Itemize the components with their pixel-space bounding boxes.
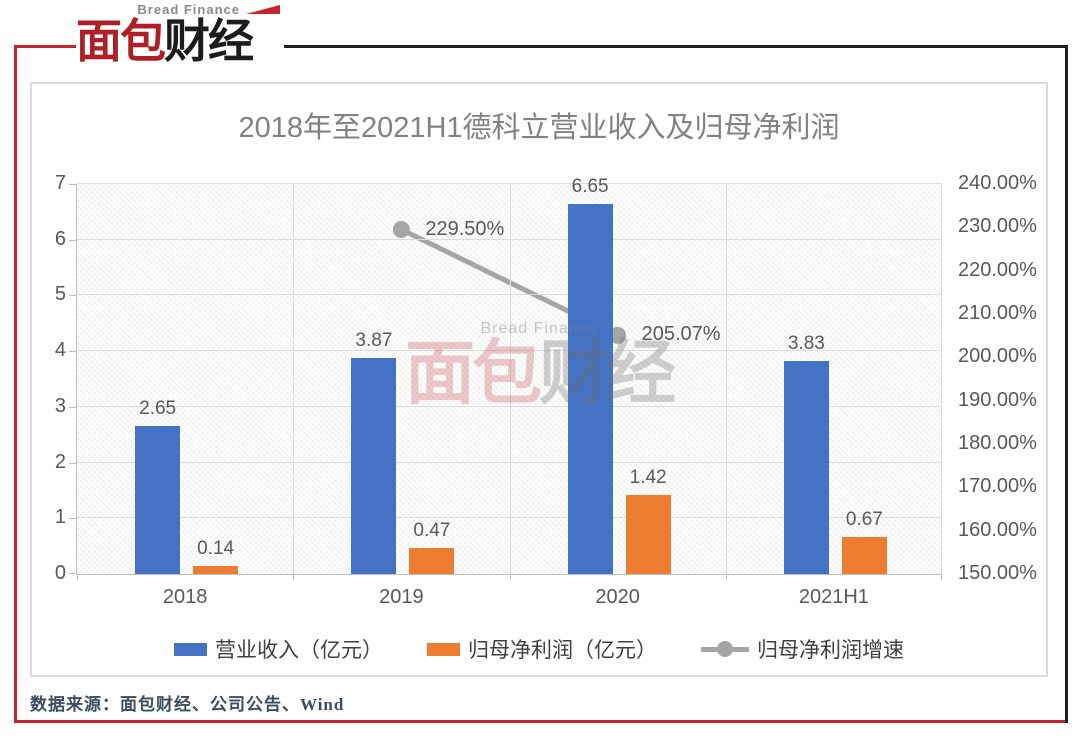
y-axis-tick bbox=[69, 184, 76, 185]
brand-logo: Bread Finance 面包财经 bbox=[76, 2, 288, 82]
left-axis-tick-label: 0 bbox=[54, 562, 66, 584]
profit-bar bbox=[841, 536, 887, 574]
growth-point-label: 205.07% bbox=[641, 323, 721, 346]
revenue-bar bbox=[351, 358, 397, 574]
left-axis-tick-label: 6 bbox=[54, 227, 66, 250]
revenue-value-label: 2.65 bbox=[139, 398, 177, 420]
right-axis-tick-label: 240.00% bbox=[958, 172, 1037, 194]
gridline-vertical bbox=[941, 184, 942, 574]
frame-line-red-top bbox=[14, 45, 76, 48]
profit-value-label: 1.42 bbox=[629, 466, 667, 488]
left-axis-tick-label: 5 bbox=[54, 283, 66, 306]
right-axis-tick-label: 180.00% bbox=[958, 432, 1037, 454]
left-axis-tick-label: 3 bbox=[54, 394, 66, 417]
right-axis-tick-label: 190.00% bbox=[958, 388, 1037, 411]
revenue-bar bbox=[783, 360, 829, 574]
left-axis-tick-label: 1 bbox=[54, 506, 66, 529]
brand-logo-english: Bread Finance bbox=[137, 2, 240, 17]
brand-logo-chinese: 面包财经 bbox=[76, 15, 254, 67]
right-axis-tick-label: 210.00% bbox=[958, 302, 1037, 324]
right-axis-tick-label: 160.00% bbox=[958, 518, 1037, 541]
right-axis-tick-label: 230.00% bbox=[958, 215, 1037, 238]
left-axis-tick-label: 7 bbox=[54, 172, 66, 194]
category-label: 2020 bbox=[595, 586, 640, 608]
x-axis-tick bbox=[725, 574, 727, 580]
frame-line-black-right bbox=[1065, 45, 1068, 723]
x-axis-tick bbox=[941, 574, 942, 580]
legend-item-revenue: 营业收入（亿元） bbox=[174, 634, 383, 664]
growth-line-marker bbox=[609, 326, 627, 344]
right-axis-tick-label: 150.00% bbox=[958, 562, 1037, 584]
profit-value-label: 0.14 bbox=[197, 538, 235, 560]
x-axis-tick bbox=[509, 574, 511, 580]
growth-line-marker bbox=[392, 221, 410, 238]
y-axis-line bbox=[76, 184, 77, 574]
revenue-value-label: 6.65 bbox=[571, 175, 609, 197]
gridline-horizontal bbox=[77, 183, 942, 184]
y-axis-tick bbox=[69, 239, 76, 241]
legend-item-growth: 归母净利润增速 bbox=[701, 634, 904, 664]
left-axis-tick-label: 2 bbox=[54, 450, 66, 473]
plot-area: 2.65 3.87 6.65 3.83 0.14 0.47 1.42 0.67 229.50% 2… bbox=[69, 176, 942, 580]
revenue-bar bbox=[567, 203, 613, 574]
brand-swoosh-icon bbox=[246, 5, 280, 14]
legend-item-profit: 归母净利润（亿元） bbox=[427, 634, 657, 664]
right-axis-tick-label: 170.00% bbox=[958, 475, 1037, 498]
frame-line-red-bottom bbox=[14, 720, 1068, 723]
gridline-vertical bbox=[725, 184, 727, 574]
frame-line-black-top bbox=[284, 45, 1068, 48]
x-axis-tick bbox=[293, 574, 295, 580]
profit-bar bbox=[409, 547, 455, 574]
category-label: 2019 bbox=[379, 586, 424, 608]
revenue-value-label: 3.87 bbox=[355, 330, 393, 352]
left-axis-tick-label: 4 bbox=[54, 339, 66, 362]
category-label: 2018 bbox=[162, 586, 208, 608]
revenue-value-label: 3.83 bbox=[787, 332, 825, 354]
y-axis-tick bbox=[69, 518, 76, 520]
revenue-bar bbox=[135, 426, 181, 574]
y-axis-tick bbox=[69, 573, 76, 574]
chart-card: 2018年至2021H1德科立营业收入及归母净利润 2.65 3.87 6.65 3.… bbox=[30, 82, 1048, 677]
chart-legend: 营业收入（亿元） 归母净利润（亿元） 归母净利润增速 bbox=[32, 634, 1046, 664]
growth-legend-label: 归母净利润增速 bbox=[757, 639, 904, 662]
gridline-vertical bbox=[509, 184, 511, 574]
x-axis-tick bbox=[77, 574, 78, 580]
growth-legend-marker bbox=[701, 641, 749, 657]
right-axis-tick-label: 220.00% bbox=[958, 258, 1037, 281]
revenue-legend-label: 营业收入（亿元） bbox=[215, 639, 383, 662]
right-axis-tick-label: 200.00% bbox=[958, 345, 1037, 368]
gridline-vertical bbox=[293, 184, 295, 574]
growth-point-label: 229.50% bbox=[425, 217, 505, 240]
profit-value-label: 0.47 bbox=[413, 519, 451, 541]
data-source-note: 数据来源：面包财经、公司公告、Wind bbox=[30, 695, 345, 714]
frame-line-red-left bbox=[14, 45, 17, 723]
y-axis-tick bbox=[69, 351, 76, 353]
profit-value-label: 0.67 bbox=[845, 508, 883, 530]
chart-title: 2018年至2021H1德科立营业收入及归母净利润 bbox=[238, 112, 840, 144]
y-axis-tick bbox=[69, 295, 76, 297]
profit-bar bbox=[193, 566, 239, 574]
profit-legend-swatch bbox=[427, 642, 460, 656]
category-label: 2021H1 bbox=[798, 586, 869, 608]
revenue-legend-swatch bbox=[174, 642, 207, 656]
y-axis-tick bbox=[69, 406, 76, 408]
profit-bar bbox=[625, 494, 671, 574]
profit-legend-label: 归母净利润（亿元） bbox=[468, 639, 657, 662]
y-axis-tick bbox=[69, 462, 76, 464]
